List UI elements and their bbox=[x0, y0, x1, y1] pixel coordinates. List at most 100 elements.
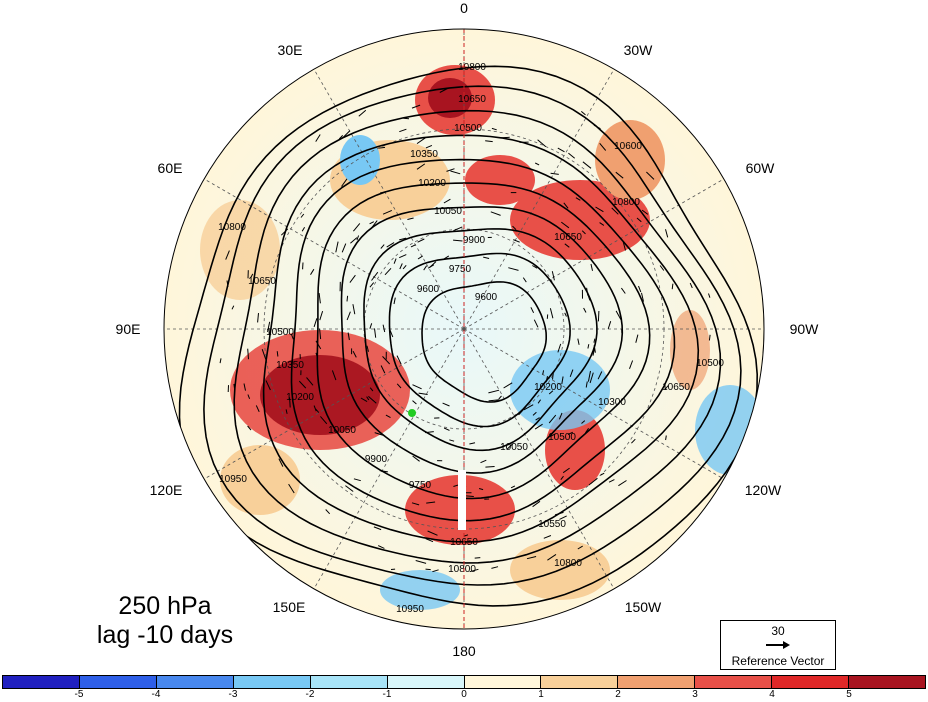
colorbar-tick-label: 4 bbox=[769, 689, 775, 700]
contour-label: 9600 bbox=[417, 284, 440, 295]
wind-vector bbox=[380, 365, 386, 374]
lag-title: lag -10 days bbox=[96, 621, 234, 649]
contour-label: 10650 bbox=[662, 382, 690, 393]
wind-vector bbox=[346, 311, 351, 321]
wind-vector bbox=[347, 332, 350, 341]
lon-label-120w: 120W bbox=[745, 482, 782, 498]
contour-label: 10200 bbox=[534, 382, 562, 393]
contour-label: 9900 bbox=[463, 235, 486, 246]
wind-vector bbox=[562, 467, 570, 474]
wind-vector bbox=[587, 344, 590, 349]
reference-vector-value: 30 bbox=[771, 624, 785, 638]
wind-vector bbox=[349, 274, 356, 283]
wind-vector bbox=[620, 287, 626, 294]
map-border bbox=[163, 28, 765, 630]
wind-vector bbox=[646, 171, 655, 180]
wind-vector bbox=[410, 244, 416, 248]
wind-vector bbox=[535, 417, 540, 421]
wind-vector bbox=[393, 258, 397, 264]
wind-vector bbox=[561, 376, 564, 385]
wind-vector bbox=[564, 312, 567, 317]
wind-vector bbox=[491, 127, 497, 131]
reference-vector-label: Reference Vector bbox=[731, 654, 825, 668]
wind-vector bbox=[599, 222, 605, 226]
wind-vector bbox=[247, 425, 252, 431]
wind-vector bbox=[350, 237, 358, 244]
colorbar-swatch bbox=[156, 676, 234, 688]
wind-vector bbox=[469, 442, 476, 445]
reference-arrow-icon bbox=[766, 641, 790, 649]
wind-vector bbox=[306, 377, 314, 386]
wind-vector bbox=[247, 394, 251, 399]
wind-vector bbox=[597, 371, 603, 380]
contour-label: 9600 bbox=[475, 292, 498, 303]
wind-vector bbox=[453, 226, 463, 232]
wind-vector bbox=[629, 360, 634, 369]
wind-vector bbox=[641, 292, 644, 302]
wind-vector bbox=[532, 411, 537, 416]
wind-vector bbox=[664, 385, 669, 390]
wind-vector bbox=[568, 152, 576, 159]
wind-vector bbox=[341, 243, 347, 253]
contour-label: 10350 bbox=[410, 149, 438, 160]
wind-vector bbox=[369, 221, 375, 225]
wind-vector bbox=[560, 221, 570, 229]
height-contour-10950 bbox=[178, 65, 759, 607]
wind-vector bbox=[552, 371, 554, 380]
wind-vector bbox=[320, 416, 328, 425]
wind-vector bbox=[407, 217, 414, 220]
wind-vector bbox=[325, 509, 331, 515]
wind-vector bbox=[427, 530, 438, 536]
location-marker bbox=[408, 409, 416, 417]
wind-vector bbox=[313, 318, 318, 328]
contour-label: 10800 bbox=[458, 62, 486, 73]
wind-vector bbox=[549, 308, 554, 319]
wind-vector bbox=[485, 140, 493, 143]
lon-label-180: 180 bbox=[452, 643, 476, 659]
wind-vector bbox=[338, 135, 344, 140]
meridian-line bbox=[203, 178, 465, 330]
wind-vector bbox=[369, 323, 373, 329]
wind-vector bbox=[581, 230, 586, 235]
wind-vector bbox=[558, 412, 563, 420]
colorbar-tick-label: 3 bbox=[692, 689, 698, 700]
wind-vector bbox=[580, 111, 586, 116]
contour-label: 10050 bbox=[328, 425, 356, 436]
wind-vector bbox=[631, 438, 636, 444]
height-contour-9900 bbox=[363, 228, 598, 452]
wind-vector bbox=[449, 439, 455, 442]
wind-vector bbox=[559, 515, 567, 520]
height-contour-10050 bbox=[340, 206, 624, 474]
lon-label-120e: 120E bbox=[150, 482, 183, 498]
wind-vector bbox=[366, 345, 369, 352]
wind-vector bbox=[352, 350, 357, 358]
wind-vector bbox=[290, 333, 294, 340]
wind-vector bbox=[243, 383, 246, 391]
contour-labels: 10800 10650 10500 10350 10200 10050 9900 9750 96… bbox=[164, 62, 724, 615]
contour-label: 10050 bbox=[434, 206, 462, 217]
wind-vector bbox=[231, 305, 235, 310]
colorbar-swatch bbox=[3, 676, 80, 688]
wind-vector bbox=[533, 319, 539, 328]
wind-vector bbox=[416, 137, 426, 145]
colorbar-tick-label: -5 bbox=[74, 689, 84, 700]
wind-vector bbox=[483, 256, 490, 259]
wind-vector bbox=[373, 526, 382, 531]
wind-vector bbox=[257, 313, 259, 323]
wind-vector bbox=[280, 228, 289, 236]
wind-vector bbox=[506, 443, 513, 450]
wind-vector bbox=[550, 172, 559, 175]
wind-vector bbox=[526, 556, 537, 560]
contour-label: 9750 bbox=[409, 480, 432, 491]
wind-vector bbox=[382, 356, 391, 365]
wind-vector bbox=[310, 268, 315, 275]
wind-vector bbox=[508, 267, 519, 271]
height-contour-10350 bbox=[290, 158, 676, 522]
wind-vector bbox=[301, 227, 306, 232]
wind-vector bbox=[478, 488, 484, 491]
wind-vector bbox=[378, 146, 386, 149]
wind-vector bbox=[382, 209, 393, 215]
data-gap-strip bbox=[458, 470, 466, 530]
colorbar-swatch bbox=[310, 676, 388, 688]
wind-vector bbox=[425, 538, 434, 543]
